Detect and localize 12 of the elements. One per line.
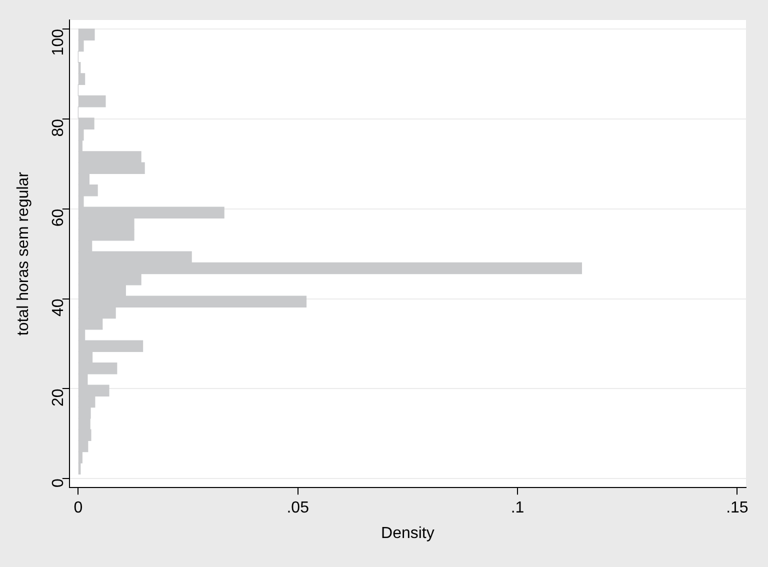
y-tick-label: 40 xyxy=(50,298,67,317)
x-axis-title: Density xyxy=(381,524,434,542)
x-tick-label: .15 xyxy=(726,500,748,517)
x-tick-label: .05 xyxy=(286,500,310,517)
x-tick-label: .1 xyxy=(510,500,524,517)
y-axis-title: total horas sem regular xyxy=(15,171,32,336)
y-tick-label: 100 xyxy=(50,28,67,56)
y-tick-label: 80 xyxy=(50,118,67,137)
y-tick-label: 0 xyxy=(50,478,67,488)
y-tick-label: 20 xyxy=(50,388,67,406)
y-tick-label: 60 xyxy=(50,208,67,227)
x-tick-label: 0 xyxy=(74,500,83,517)
